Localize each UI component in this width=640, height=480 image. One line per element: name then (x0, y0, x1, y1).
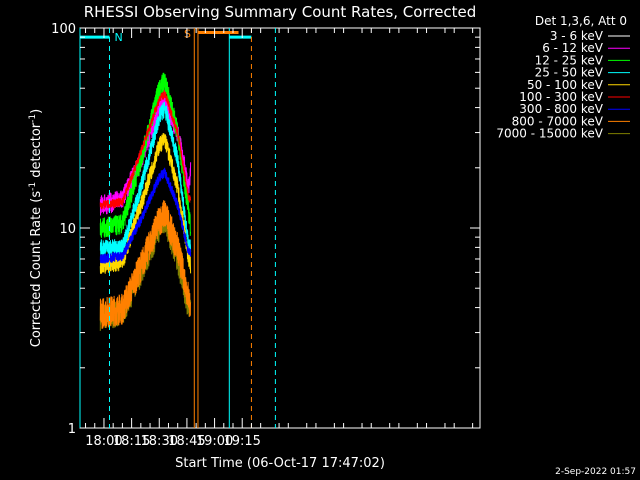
series-line-800-7000keV (99, 200, 192, 329)
x-axis-label: Start Time (06-Oct-17 17:47:02) (175, 456, 385, 471)
y-tick-label: 1 (68, 422, 76, 437)
x-tick-label: 18:45 (168, 434, 205, 449)
legend-label: 12 - 25 keV (535, 53, 604, 67)
legend-label: 50 - 100 keV (527, 78, 604, 92)
series-line-25-50keV (99, 101, 192, 257)
y-tick-label: 10 (59, 222, 76, 237)
y-axis-label-mid: detector (29, 122, 44, 182)
legend-label: 300 - 800 keV (519, 102, 603, 116)
legend-label: 7000 - 15000 keV (496, 127, 603, 141)
legend-header: Det 1,3,6, Att 0 (535, 14, 627, 28)
y-axis-label: Corrected Count Rate (s-1 detector-1) (28, 109, 44, 347)
legend-label: 800 - 7000 keV (512, 114, 604, 128)
legend-label: 3 - 6 keV (550, 29, 604, 43)
series-line-100-300keV (99, 90, 192, 210)
x-tick-label: 19:15 (223, 434, 260, 449)
y-axis-label-main: Corrected Count Rate (s (29, 191, 44, 348)
y-axis-label-sup2: -1 (28, 114, 38, 123)
y-axis-label-sup1: -1 (28, 182, 38, 191)
x-tick-label: 19:00 (196, 434, 233, 449)
timestamp: 2-Sep-2022 01:57 (555, 467, 636, 477)
legend-label: 25 - 50 keV (535, 66, 604, 80)
y-tick-label: 100 (51, 22, 76, 37)
series-line-50-100keV (99, 133, 192, 274)
x-tick-label: 18:30 (141, 434, 178, 449)
legend-label: 100 - 300 keV (519, 90, 603, 104)
chart-title: RHESSI Observing Summary Count Rates, Co… (84, 3, 477, 21)
legend-label: 6 - 12 keV (542, 41, 604, 55)
x-tick-label: 18:00 (85, 434, 122, 449)
series-line-3-6keV (99, 52, 192, 93)
y-axis-label-end: ) (29, 109, 44, 114)
night-label: N (114, 31, 122, 44)
saa-label: S (184, 27, 191, 40)
series-line-300-800keV (99, 167, 192, 264)
x-tick-label: 18:15 (113, 434, 150, 449)
data-layer (99, 52, 192, 331)
